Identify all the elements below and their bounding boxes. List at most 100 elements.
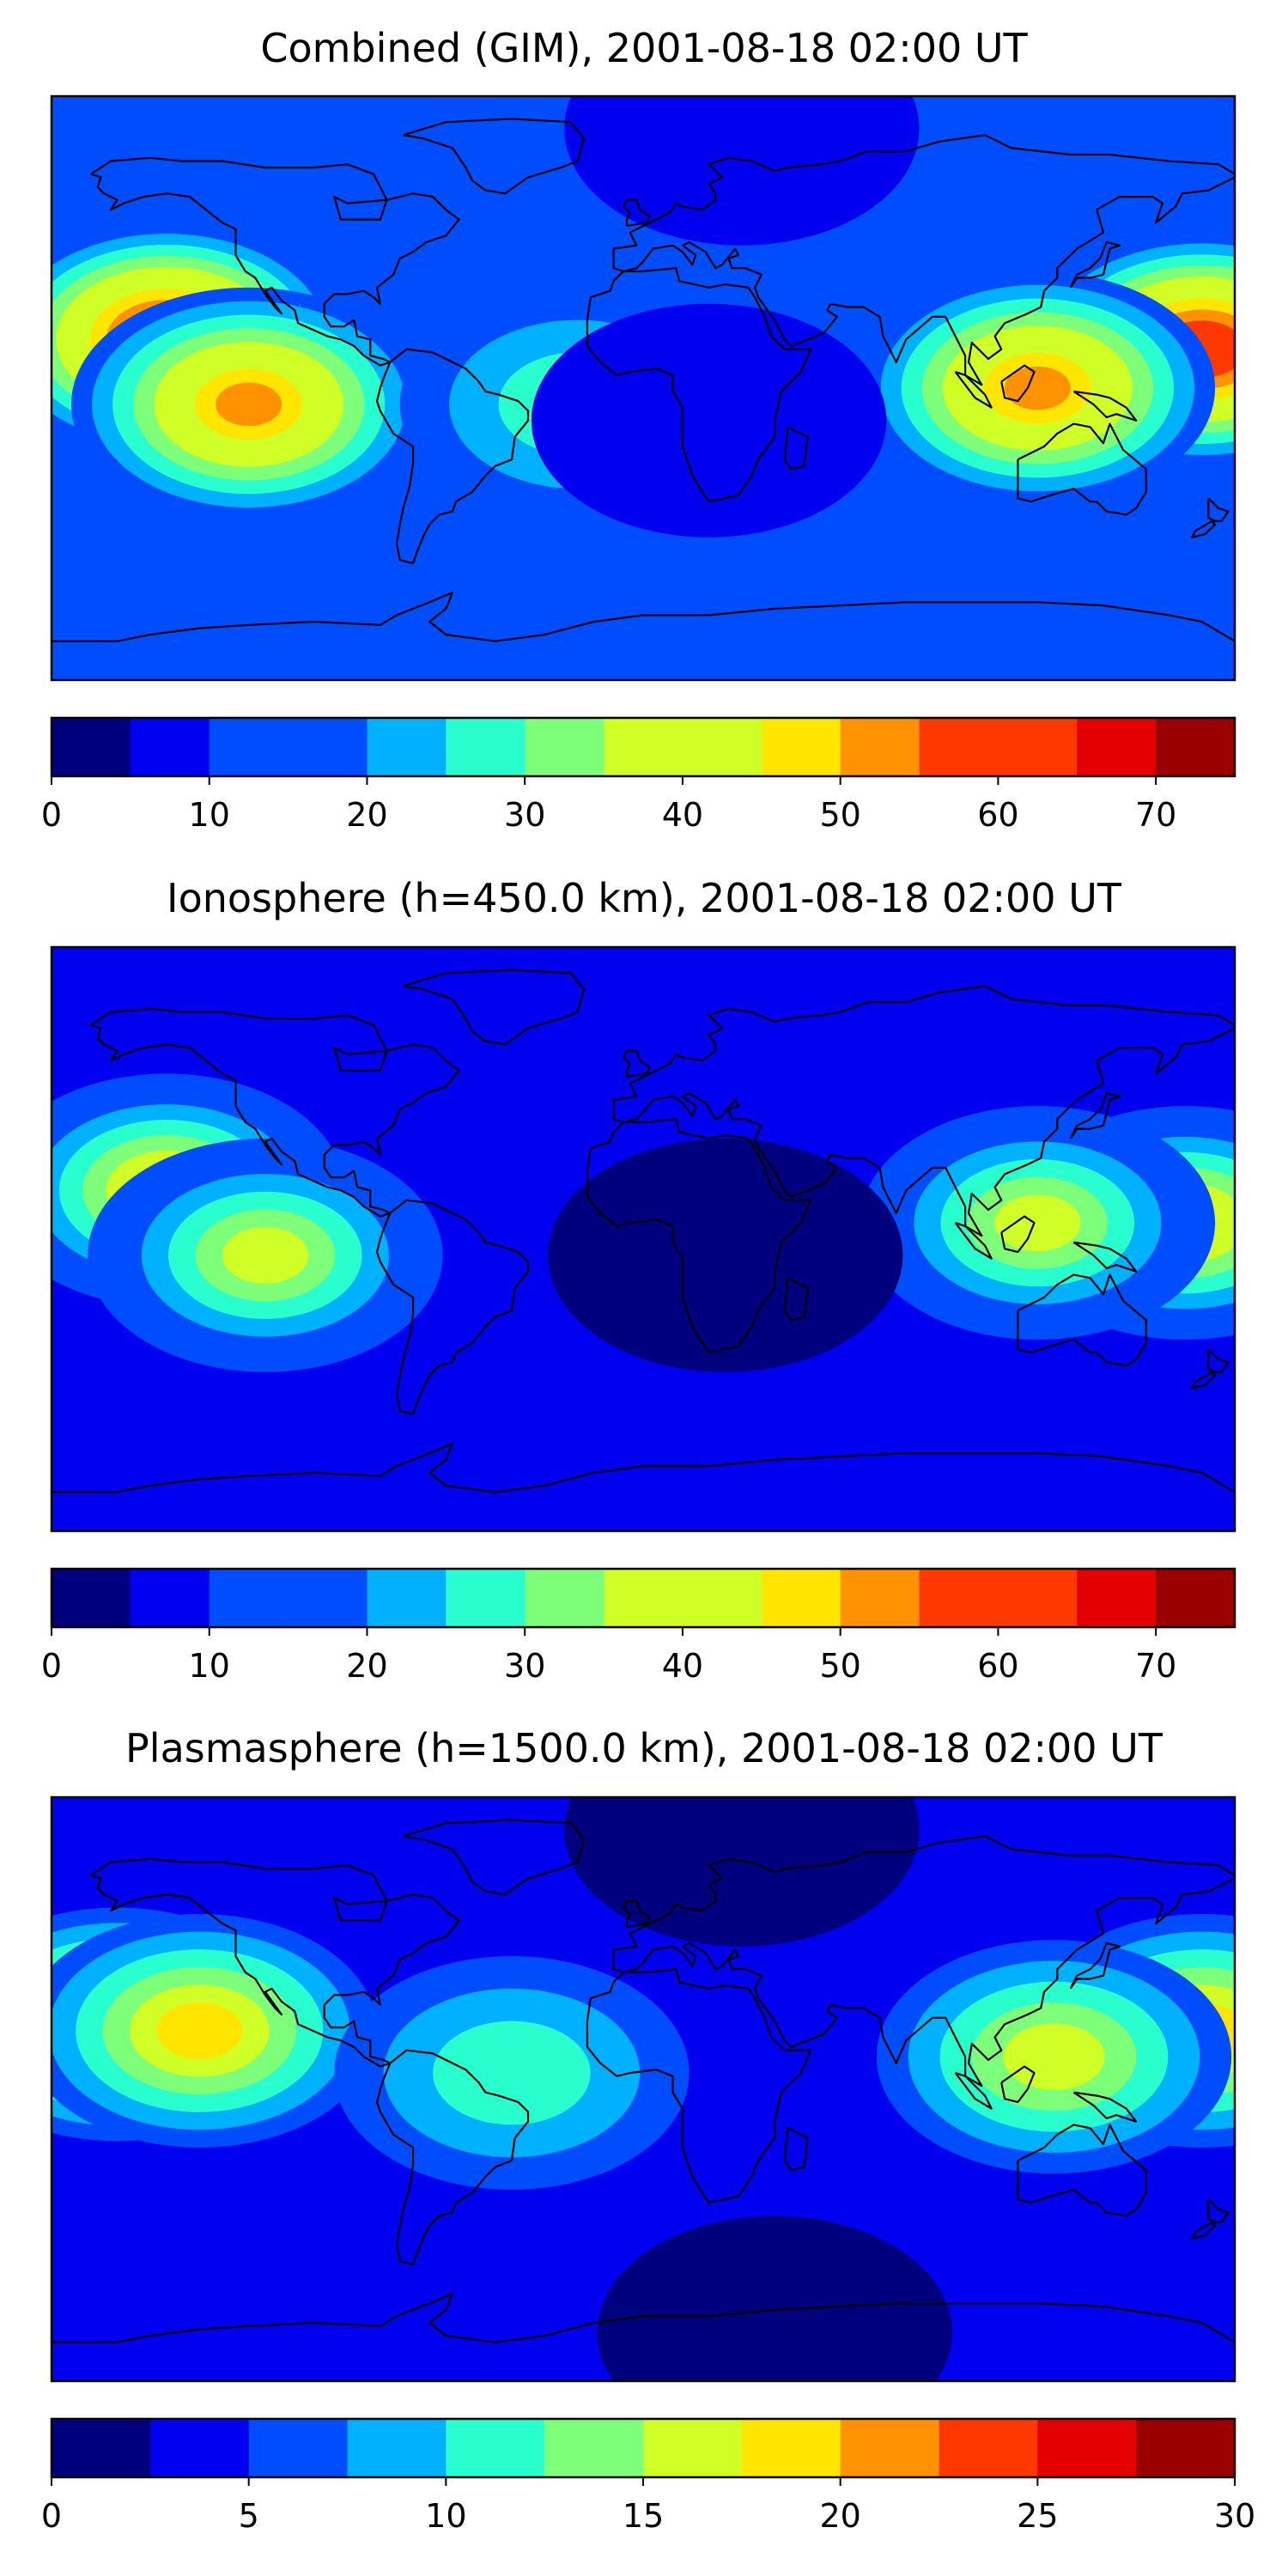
map-frame	[50, 94, 1236, 682]
contour-band	[1004, 366, 1071, 410]
field-feature	[52, 1914, 377, 2148]
field-feature	[860, 1106, 1216, 1340]
colorbar-segment	[604, 1569, 683, 1627]
colorbar-tick-label: 30	[1214, 2497, 1255, 2535]
field-feature	[564, 1797, 920, 1947]
field-feature	[597, 2215, 952, 2381]
coastline-north-america	[90, 1007, 460, 1218]
colorbar-tick-label: 50	[819, 1647, 860, 1685]
field-feature	[88, 1138, 443, 1372]
colorbar-segment	[446, 1569, 526, 1627]
coastline-madagascar	[783, 2127, 809, 2172]
colorbar-segment	[525, 1569, 605, 1627]
coastline-antarctica	[52, 591, 1235, 642]
colorbar-tick-label: 70	[1135, 1647, 1176, 1685]
coastline-new-guinea	[1072, 1241, 1138, 1273]
map-frame	[50, 945, 1236, 1533]
coastline-japan	[1069, 1091, 1121, 1139]
coastline-new-zealand-south	[1191, 519, 1217, 538]
coastline-eurasia	[612, 1835, 1235, 2087]
colorbar-segment	[544, 2419, 644, 2477]
coastline-madagascar	[783, 1277, 809, 1321]
coastline-africa	[586, 267, 812, 503]
colorbar-tick-label: 10	[425, 2497, 466, 2535]
colorbar-segment	[446, 718, 526, 776]
colorbar-segment	[643, 2419, 743, 2477]
colorbar-tick-label: 30	[504, 796, 545, 834]
colorbar-segment	[130, 718, 210, 776]
contour-band	[433, 2020, 591, 2125]
field-feature	[876, 1940, 1232, 2174]
coastline-greenland	[403, 969, 586, 1046]
contour-band	[994, 1194, 1081, 1252]
coastline-uk	[622, 198, 651, 228]
colorbar-segment	[1077, 718, 1157, 776]
colorbar-segment	[52, 2419, 151, 2477]
colorbar-frame	[50, 716, 1236, 778]
panel-title: Plasmasphere (h=1500.0 km), 2001-08-18 0…	[125, 1725, 1163, 1771]
field-feature	[531, 303, 887, 538]
coastline-greenland	[403, 1819, 586, 1896]
coastline-new-zealand-south	[1191, 2221, 1217, 2239]
colorbar-segment	[1156, 718, 1236, 776]
coastlines	[52, 969, 1235, 1493]
colorbar-segment	[919, 1569, 999, 1627]
coastline-eurasia	[612, 985, 1235, 1237]
coastlines	[52, 1819, 1235, 2343]
colorbar-tick-label: 15	[623, 2497, 664, 2535]
colorbar-segment	[367, 1569, 447, 1627]
colorbar-segment	[604, 718, 683, 776]
colorbar-tick-label: 60	[977, 796, 1018, 834]
colorbar-segment	[288, 718, 368, 776]
colorbar: 0 10 20 30 40 50 60 70	[41, 1567, 1236, 1685]
contour-band	[564, 1797, 920, 1947]
colorbar-segment	[761, 718, 841, 776]
colorbar-segment	[347, 2419, 447, 2477]
coastline-australia	[1017, 1273, 1147, 1367]
coastline-africa	[586, 1968, 812, 2204]
colorbar-segment	[682, 1569, 762, 1627]
panel-title: Combined (GIM), 2001-08-18 02:00 UT	[260, 25, 1028, 71]
coastline-uk	[622, 1049, 651, 1078]
contour-band	[531, 303, 887, 538]
contour-band	[216, 382, 283, 427]
contour-band	[564, 96, 920, 246]
coastline-japan	[1069, 1941, 1121, 1990]
colorbar-segment	[367, 718, 447, 776]
colorbar-segment	[130, 1569, 210, 1627]
coastline-new-zealand-south	[1191, 1370, 1217, 1389]
coastline-new-zealand	[1207, 2198, 1230, 2223]
coastline-sumatra	[954, 371, 993, 409]
colorbar-segment	[248, 2419, 348, 2477]
colorbar-segment	[939, 2419, 1038, 2477]
coastline-madagascar	[783, 426, 809, 471]
map-canvas	[52, 1797, 1235, 2381]
coastline-new-zealand	[1207, 497, 1230, 522]
panel-title: Ionosphere (h=450.0 km), 2001-08-18 02:0…	[167, 875, 1122, 921]
colorbar-tick-label: 0	[41, 1647, 62, 1685]
colorbar-segment	[741, 2419, 841, 2477]
coastline-south-america	[375, 1199, 530, 1416]
contour-band	[597, 2215, 952, 2381]
coastline-antarctica	[52, 2292, 1235, 2343]
field-feature	[860, 271, 1216, 505]
coastline-uk	[622, 1899, 651, 1929]
coastlines	[52, 118, 1235, 642]
colorbar-tick-label: 0	[41, 2497, 62, 2535]
panel-2: Ionosphere (h=450.0 km), 2001-08-18 02:0…	[41, 875, 1236, 1685]
colorbar-segment	[840, 2419, 939, 2477]
coastline-japan	[1069, 240, 1121, 289]
coastline-borneo	[1000, 364, 1036, 403]
colorbar-tick-label: 25	[1017, 2497, 1058, 2535]
colorbar-segment	[840, 718, 920, 776]
colorbar: 0 10 20 30 40 50 60 70	[41, 716, 1236, 834]
coastline-borneo	[1000, 2065, 1036, 2104]
coastline-new-guinea	[1072, 390, 1138, 422]
colorbar-segment	[149, 2419, 250, 2477]
coastline-north-america	[90, 156, 460, 367]
colorbar: 0 5 10 15 20 25 30	[41, 2417, 1255, 2535]
coastline-south-america	[375, 2049, 530, 2266]
coastline-australia	[1017, 422, 1147, 516]
colorbar-tick-label: 40	[662, 1647, 703, 1685]
